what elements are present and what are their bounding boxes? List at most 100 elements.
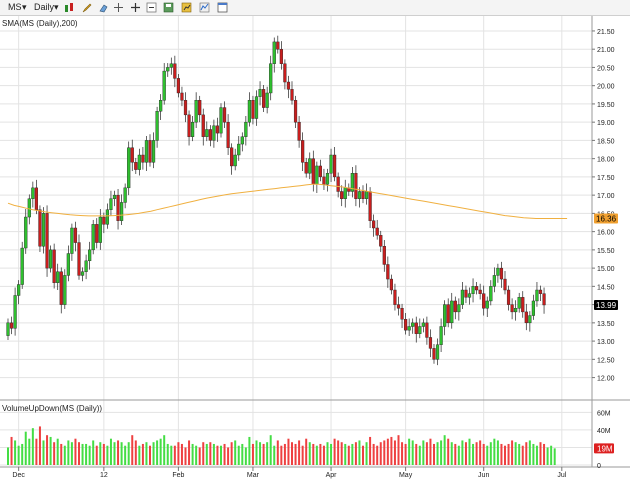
volume-bar xyxy=(38,426,41,465)
candle xyxy=(471,278,475,303)
volume-bar xyxy=(319,443,322,465)
candle xyxy=(73,221,78,252)
volume-bar xyxy=(404,443,407,465)
candle xyxy=(393,283,397,311)
volume-bar xyxy=(464,442,467,465)
volume-value-label: 19M xyxy=(597,444,613,453)
sma-line xyxy=(7,183,568,219)
candle xyxy=(538,285,543,301)
volume-bar xyxy=(440,440,443,465)
volume-bar xyxy=(124,445,127,465)
symbol-field[interactable]: MS xyxy=(8,2,22,12)
volume-bar xyxy=(287,438,290,465)
candle xyxy=(166,63,170,77)
volume-bar xyxy=(393,440,396,465)
candle xyxy=(34,179,38,215)
bar-style-icon[interactable] xyxy=(64,2,75,13)
volume-bar xyxy=(49,436,52,465)
window-icon[interactable] xyxy=(217,2,228,13)
time-tick-label: Jul xyxy=(557,472,566,479)
candle xyxy=(499,261,504,288)
candle xyxy=(251,95,255,125)
candle xyxy=(137,148,141,176)
candle xyxy=(503,271,507,295)
volume-bar xyxy=(85,443,88,465)
interval-select[interactable]: Daily xyxy=(34,2,55,12)
candle xyxy=(318,159,322,182)
volume-bar xyxy=(205,443,208,465)
volume-bar xyxy=(543,443,546,465)
candle xyxy=(514,300,518,321)
volume-bar xyxy=(528,440,531,465)
volume-bar xyxy=(496,440,499,465)
volume-pane-title: VolumeUpDown(MS (Daily)) xyxy=(2,404,102,413)
price-tick-label: 18.50 xyxy=(597,138,615,145)
candle xyxy=(187,110,191,146)
volume-bar xyxy=(7,447,9,465)
time-tick-label: Apr xyxy=(326,472,338,479)
candle xyxy=(293,95,298,129)
candle xyxy=(244,115,248,146)
candle xyxy=(531,294,535,320)
volume-bar xyxy=(500,443,503,465)
volume-bar xyxy=(369,436,372,465)
candle xyxy=(457,298,461,321)
candle xyxy=(475,281,479,295)
candle xyxy=(127,141,131,196)
candle xyxy=(38,205,42,253)
volume-bar xyxy=(479,440,482,465)
candle xyxy=(141,146,145,170)
candle xyxy=(222,101,227,129)
candle xyxy=(517,292,521,313)
volume-bar xyxy=(262,443,265,465)
candle xyxy=(247,92,251,127)
volume-bar xyxy=(397,435,400,465)
candle xyxy=(506,285,511,311)
volume-bar xyxy=(159,438,162,465)
volume-bar xyxy=(106,445,109,465)
candle xyxy=(262,84,266,112)
volume-bar xyxy=(120,442,123,465)
indicators-icon[interactable] xyxy=(199,2,210,13)
volume-bar xyxy=(170,445,173,465)
candle xyxy=(478,283,482,300)
volume-bar xyxy=(457,445,460,465)
volume-bar xyxy=(337,440,340,465)
volume-bar xyxy=(401,442,404,465)
volume-series xyxy=(7,426,556,465)
volume-bar xyxy=(24,431,27,465)
zoom-out-icon[interactable] xyxy=(146,2,157,13)
price-tick-label: 18.00 xyxy=(597,157,615,164)
candle xyxy=(77,234,81,280)
time-tick-label: Dec xyxy=(12,472,25,479)
crosshair-icon[interactable] xyxy=(113,2,124,13)
candle xyxy=(453,296,457,320)
symbol-dropdown-icon[interactable]: ▾ xyxy=(22,2,27,12)
candle xyxy=(325,168,330,192)
volume-bar xyxy=(230,442,233,465)
candle xyxy=(361,185,365,204)
candle xyxy=(528,311,532,332)
volume-bar xyxy=(109,438,112,465)
volume-bar xyxy=(312,443,315,465)
pencil-icon[interactable] xyxy=(82,2,93,13)
chart-area[interactable]: SMA(MS (Daily),200) VolumeUpDown(MS (Dai… xyxy=(0,16,630,483)
volume-bar xyxy=(486,445,489,465)
volume-bar xyxy=(354,442,357,465)
candle xyxy=(13,287,17,336)
candle xyxy=(396,296,401,316)
chart-settings-icon[interactable] xyxy=(181,2,192,13)
volume-bar xyxy=(35,438,38,465)
save-icon[interactable] xyxy=(163,2,174,13)
volume-bar xyxy=(351,443,354,465)
candle xyxy=(80,267,85,282)
eraser-icon[interactable] xyxy=(98,2,109,13)
price-tick-label: 17.00 xyxy=(597,193,615,200)
candle xyxy=(233,148,237,171)
candle xyxy=(435,338,440,366)
zoom-in-icon[interactable] xyxy=(130,2,141,13)
volume-bar xyxy=(223,443,226,465)
candle xyxy=(63,269,67,309)
interval-dropdown-icon[interactable]: ▾ xyxy=(54,2,59,12)
last-price-label: 13.99 xyxy=(596,301,617,310)
